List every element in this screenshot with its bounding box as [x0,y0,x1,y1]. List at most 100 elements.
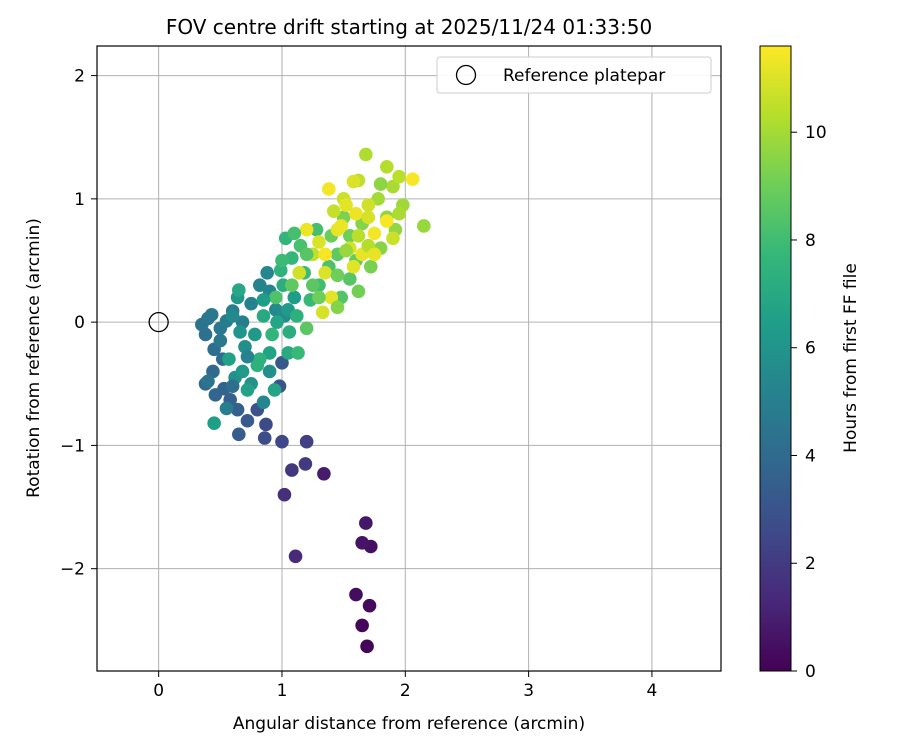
data-point [339,198,353,212]
data-point [275,356,289,370]
colorbar-tick-label: 0 [805,662,816,682]
colorbar-tick-label: 6 [805,339,816,359]
data-point [282,325,297,339]
data-point [233,325,247,339]
data-point [359,516,373,530]
data-point [248,327,262,342]
data-point [235,364,250,379]
x-tick-label: 3 [523,681,534,701]
data-point [330,268,345,283]
data-point [312,235,326,249]
colorbar-tick-label: 4 [805,446,816,466]
data-point [373,177,388,191]
data-point [287,226,302,241]
data-point [349,587,363,602]
data-point [367,247,382,262]
data-point [225,309,240,323]
data-point [318,266,332,280]
data-point [240,413,255,428]
data-point [371,192,385,206]
data-points [195,147,431,654]
data-point [256,293,271,307]
data-point [232,427,246,442]
data-point [315,305,330,320]
data-point [351,284,366,299]
data-point [322,182,336,196]
data-point [213,333,228,348]
y-tick-label: −1 [60,436,85,456]
data-point [405,172,420,186]
data-point [275,253,289,268]
data-point [232,283,246,297]
data-point [309,222,324,237]
data-point [262,346,277,360]
data-point [362,598,377,613]
data-point [363,259,378,274]
data-point [346,259,361,274]
legend-marker-icon [455,64,477,86]
data-point [240,383,255,397]
data-point [326,204,341,218]
data-point [252,278,267,292]
data-point [330,300,345,315]
data-point [416,219,431,233]
y-axis-ticks: −2 −1 0 1 2 [60,67,97,580]
data-point [285,463,299,477]
data-point [289,309,304,323]
data-point [349,206,363,221]
data-point [285,278,299,292]
x-axis-label: Angular distance from reference (arcmin) [233,714,585,734]
data-point [298,457,313,471]
data-point [287,290,302,305]
data-point [392,206,406,221]
data-point [299,247,314,262]
data-point [222,352,236,366]
colorbar-tick-label: 2 [805,554,816,574]
x-tick-label: 2 [400,681,411,701]
reference-marker [148,311,169,333]
data-point [265,327,279,342]
data-point [318,247,332,262]
data-point [270,315,284,329]
data-point [292,266,307,280]
colorbar-label: Hours from first FF file [841,263,861,453]
colorbar-tick-label: 8 [805,231,816,251]
data-point [380,214,394,228]
data-point [334,219,348,233]
chart-title: FOV centre drift starting at 2025/11/24 … [166,15,652,39]
data-point [288,549,303,564]
x-tick-label: 1 [277,681,288,701]
data-point [355,535,369,550]
x-axis-ticks: 0 1 2 3 4 [153,671,657,701]
data-point [367,226,382,241]
data-point [355,618,369,633]
data-point [267,383,282,397]
data-point [386,231,400,246]
legend: Reference platepar [436,56,712,94]
data-point [207,416,221,431]
data-point [281,346,295,360]
y-tick-label: 1 [74,190,85,210]
data-point [259,417,273,432]
data-point [219,401,234,416]
data-point [361,210,376,225]
legend-box [436,56,712,94]
data-point [277,487,292,502]
data-point [262,364,277,379]
data-point [250,358,265,373]
data-point [386,179,400,194]
data-point [204,307,219,322]
y-tick-label: 2 [74,67,85,87]
data-point [343,272,357,286]
x-tick-label: 4 [647,681,658,701]
data-point [299,321,314,336]
data-point [230,402,245,417]
data-point [299,434,314,449]
data-point [361,198,376,212]
data-point [306,278,320,292]
data-point [392,169,406,184]
plot-frame [96,45,722,672]
x-tick-label: 0 [153,681,164,701]
data-point [256,309,271,323]
